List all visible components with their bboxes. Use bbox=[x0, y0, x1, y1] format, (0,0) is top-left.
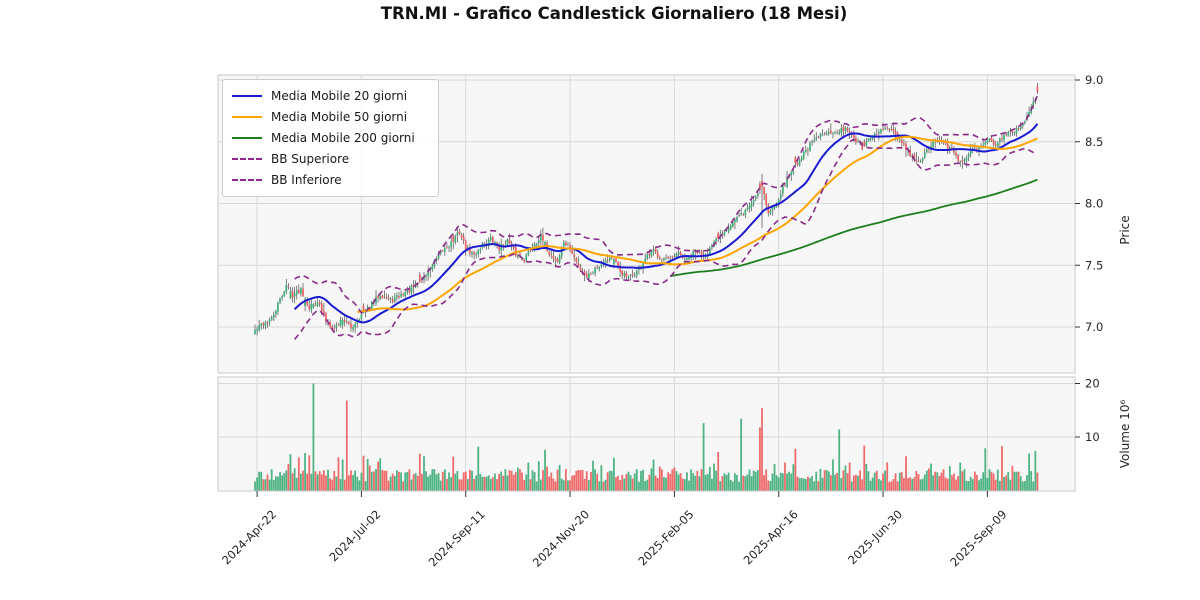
bb-lower-line bbox=[294, 138, 1038, 340]
date-tick-label: 2025-Jun-30 bbox=[845, 507, 905, 567]
date-tick-label: 2025-Feb-05 bbox=[635, 507, 696, 568]
legend-line-sample bbox=[232, 95, 262, 98]
overlay-lines bbox=[293, 95, 1039, 340]
date-tick-label: 2025-Apr-16 bbox=[741, 507, 801, 567]
ma200-line bbox=[670, 178, 1038, 278]
legend-item-label: Media Mobile 50 giorni bbox=[271, 110, 408, 125]
gridlines bbox=[218, 75, 1075, 491]
price-tick-label: 7.0 bbox=[1085, 320, 1103, 334]
legend-line-sample bbox=[232, 178, 262, 181]
chart-title: TRN.MI - Grafico Candlestick Giornaliero… bbox=[380, 4, 848, 23]
volume-axis-title: Volume 10⁶ bbox=[1118, 400, 1132, 469]
legend-item-label: Media Mobile 200 giorni bbox=[271, 130, 415, 145]
bb-upper-line bbox=[294, 95, 1039, 314]
legend-line-sample bbox=[232, 116, 262, 119]
volume-tick-label: 10 bbox=[1085, 430, 1100, 444]
legend-item-label: BB Inferiore bbox=[271, 172, 342, 187]
price-axis-title: Price bbox=[1118, 215, 1132, 244]
price-tick-label: 8.5 bbox=[1085, 135, 1103, 149]
date-tick-label: 2024-Jul-02 bbox=[326, 507, 383, 564]
legend-item: Media Mobile 20 giorni bbox=[232, 86, 428, 107]
legend-item-label: BB Superiore bbox=[271, 151, 350, 166]
price-tick-label: 8.0 bbox=[1085, 197, 1103, 211]
price-tick-label: 7.5 bbox=[1085, 258, 1103, 272]
legend-line-sample bbox=[232, 157, 262, 160]
legend-item: Media Mobile 200 giorni bbox=[232, 128, 428, 149]
date-tick-label: 2024-Apr-22 bbox=[219, 507, 279, 567]
legend-line-sample bbox=[232, 136, 262, 139]
date-tick-label: 2024-Nov-20 bbox=[530, 507, 592, 569]
price-tick-label: 9.0 bbox=[1085, 73, 1103, 87]
volume-tick-label: 20 bbox=[1085, 377, 1100, 391]
date-tick-label: 2024-Sep-11 bbox=[426, 507, 488, 569]
volume-panel bbox=[217, 376, 1076, 492]
legend-item: BB Inferiore bbox=[232, 169, 428, 190]
legend: Media Mobile 20 giorni Media Mobile 50 gi… bbox=[222, 79, 439, 197]
legend-item-label: Media Mobile 20 giorni bbox=[271, 89, 408, 104]
legend-item: Media Mobile 50 giorni bbox=[232, 107, 428, 128]
date-tick-label: 2025-Sep-09 bbox=[947, 507, 1009, 569]
legend-item: BB Superiore bbox=[232, 148, 428, 169]
